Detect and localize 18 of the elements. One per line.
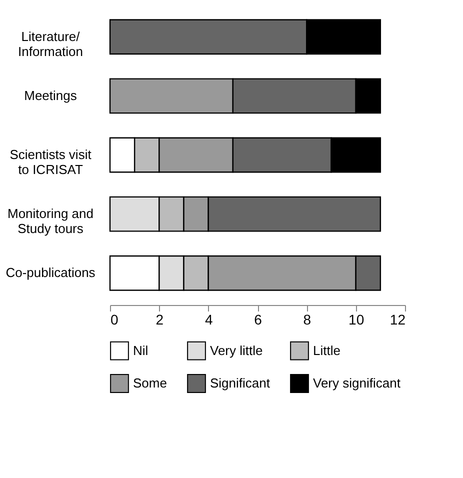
y-tick-label: Monitoring and Study tours [8, 206, 94, 236]
x-tick-label: 10 [348, 312, 364, 328]
legend-label: Nil [133, 342, 148, 358]
x-tick-label: 4 [204, 312, 213, 328]
x-tick-label: 12 [390, 312, 406, 328]
legend-label: Very significant [313, 376, 401, 390]
y-tick-label: Literature/ Information [18, 28, 84, 59]
legend-label: Significant [210, 376, 270, 390]
y-tick-label: Co-publications [6, 265, 96, 280]
legend-label: Little [313, 342, 340, 358]
x-tick-label: 2 [156, 312, 164, 328]
legend-label: Some [133, 376, 167, 390]
x-tick-label: 8 [303, 312, 312, 328]
x-tick-label: 6 [254, 312, 262, 328]
x-tick-label: 0 [110, 312, 118, 328]
legend-label: Very little [210, 342, 263, 358]
y-tick-label: Scientists visit to ICRISAT [10, 147, 92, 177]
y-tick-label: Meetings [24, 88, 78, 103]
